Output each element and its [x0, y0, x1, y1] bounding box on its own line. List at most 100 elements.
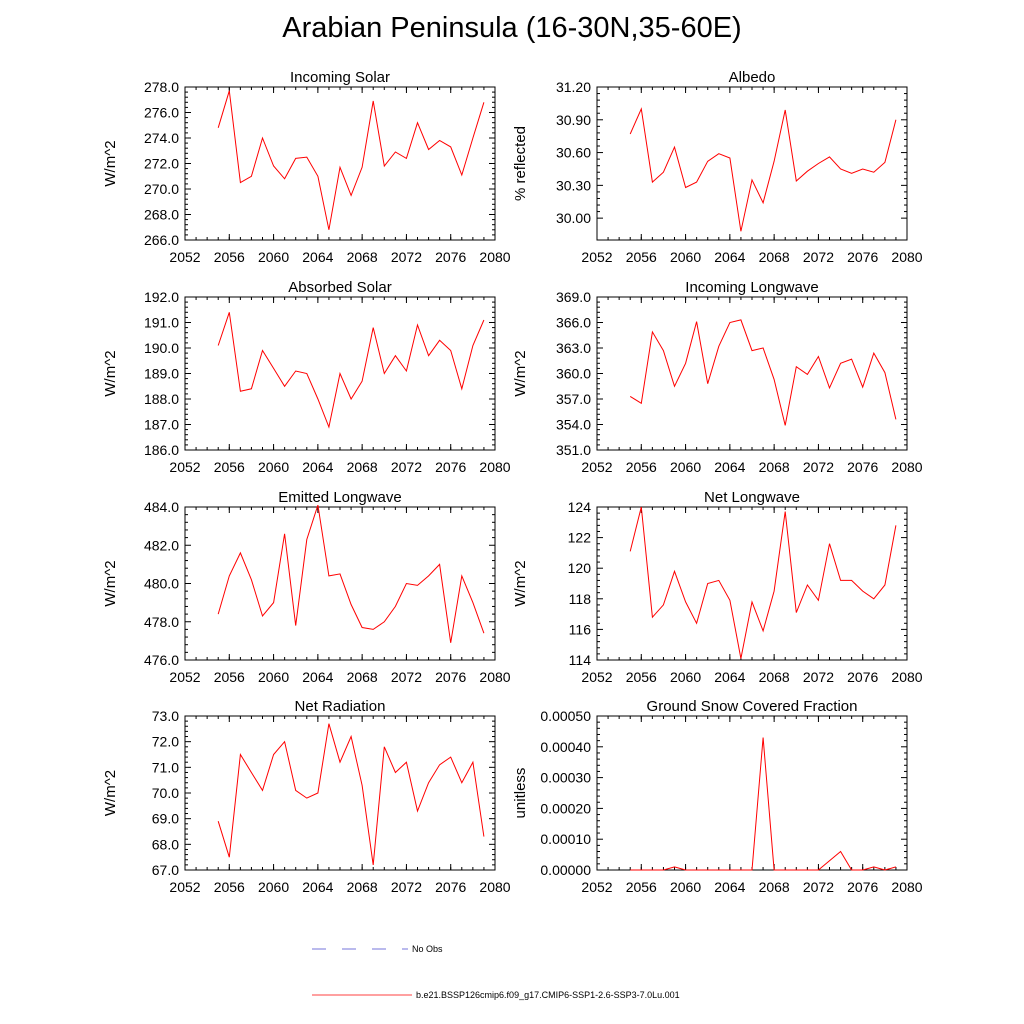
y-tick-label: 70.0 — [152, 785, 179, 801]
plot-frame — [184, 715, 496, 871]
y-axis-label: W/m^2 — [512, 560, 529, 606]
y-tick-label: 116 — [569, 621, 592, 637]
y-tick-label: 0.00050 — [540, 708, 591, 724]
panel-7: Net Radiation 2052 2056 2060 2064 2068 2072 207… — [102, 698, 511, 895]
x-tick-label: 2060 — [670, 879, 701, 895]
x-tick-label: 2076 — [847, 879, 878, 895]
panel-title: Net Longwave — [704, 489, 800, 506]
y-tick-label: 476.0 — [144, 652, 179, 668]
x-tick-label: 2068 — [759, 879, 790, 895]
x-tick-label: 2052 — [581, 669, 612, 685]
x-tick-label: 2056 — [214, 879, 245, 895]
plot-frame — [596, 86, 908, 241]
x-tick-label: 2072 — [391, 879, 422, 895]
x-tick-label: 2072 — [803, 879, 834, 895]
x-tick-label: 2072 — [391, 669, 422, 685]
y-tick-label: 120 — [568, 560, 592, 576]
x-tick-label: 2076 — [847, 459, 878, 475]
y-axis-label: unitless — [512, 768, 529, 819]
x-tick-label: 2060 — [670, 249, 701, 265]
x-tick-label: 2076 — [435, 669, 466, 685]
y-tick-label: 187.0 — [144, 417, 179, 433]
x-tick-label: 2072 — [803, 249, 834, 265]
panel-title: Ground Snow Covered Fraction — [647, 698, 858, 715]
y-tick-label: 71.0 — [152, 759, 179, 775]
x-tick-label: 2072 — [391, 249, 422, 265]
x-tick-label: 2052 — [581, 249, 612, 265]
y-tick-label: 67.0 — [152, 862, 179, 878]
x-tick-label: 2056 — [214, 249, 245, 265]
y-tick-label: 73.0 — [152, 708, 179, 724]
x-tick-label: 2052 — [581, 459, 612, 475]
y-tick-label: 192.0 — [144, 289, 179, 305]
y-tick-label: 122 — [568, 530, 592, 546]
x-tick-label: 2076 — [435, 249, 466, 265]
panel-2: Albedo 2052 2056 2060 2064 2068 2072 2076 2080 30… — [512, 69, 923, 265]
series-line — [629, 107, 897, 232]
x-tick-label: 2080 — [479, 459, 510, 475]
y-tick-label: 30.00 — [556, 210, 591, 226]
series-line — [217, 723, 485, 865]
panel-title: Net Radiation — [295, 698, 386, 715]
x-tick-label: 2068 — [759, 459, 790, 475]
x-tick-label: 2080 — [479, 669, 510, 685]
y-tick-label: 186.0 — [144, 442, 179, 458]
legend-label-model: b.e21.BSSP126cmip6.f09_g17.CMIP6-SSP1-2.… — [416, 990, 680, 1000]
y-tick-label: 274.0 — [144, 130, 179, 146]
x-tick-label: 2056 — [626, 879, 657, 895]
panel-8: Ground Snow Covered Fraction 2052 2056 2060… — [512, 698, 923, 895]
y-tick-label: 270.0 — [144, 181, 179, 197]
panel-1: Incoming Solar 2052 2056 2060 2064 2068 2072 20… — [102, 69, 511, 265]
y-tick-label: 0.00000 — [540, 862, 591, 878]
legend: No Obs b.e21.BSSP126cmip6.f09_g17.CMIP6-S… — [312, 944, 680, 1000]
y-tick-label: 276.0 — [144, 105, 179, 121]
x-tick-label: 2056 — [626, 249, 657, 265]
y-tick-label: 68.0 — [152, 836, 179, 852]
y-axis-label: W/m^2 — [102, 350, 119, 396]
x-tick-label: 2060 — [258, 459, 289, 475]
panel-6: Net Longwave 2052 2056 2060 2064 2068 2072 2076… — [512, 489, 923, 685]
x-tick-label: 2068 — [347, 879, 378, 895]
panel-title: Emitted Longwave — [278, 489, 401, 506]
x-tick-label: 2060 — [258, 879, 289, 895]
panel-3: Absorbed Solar 2052 2056 2060 2064 2068 2072 20… — [102, 279, 511, 475]
y-tick-label: 363.0 — [556, 340, 591, 356]
y-axis-label: W/m^2 — [102, 140, 119, 186]
x-tick-label: 2080 — [891, 879, 922, 895]
series-line — [217, 504, 485, 643]
y-tick-label: 0.00010 — [540, 831, 591, 847]
x-tick-label: 2064 — [302, 879, 333, 895]
series-line — [629, 319, 897, 426]
y-axis-label: W/m^2 — [102, 770, 119, 816]
y-tick-label: 191.0 — [144, 315, 179, 331]
y-tick-label: 69.0 — [152, 811, 179, 827]
y-tick-label: 0.00030 — [540, 770, 591, 786]
x-tick-label: 2072 — [391, 459, 422, 475]
y-tick-label: 0.00040 — [540, 739, 591, 755]
x-tick-label: 2056 — [626, 669, 657, 685]
y-tick-label: 72.0 — [152, 734, 179, 750]
y-tick-label: 114 — [569, 652, 592, 668]
y-tick-label: 266.0 — [144, 232, 179, 248]
x-tick-label: 2068 — [347, 459, 378, 475]
x-tick-label: 2064 — [302, 669, 333, 685]
y-tick-label: 31.20 — [556, 79, 591, 95]
y-axis-label: % reflected — [512, 126, 529, 201]
x-tick-label: 2060 — [670, 459, 701, 475]
y-tick-label: 188.0 — [144, 391, 179, 407]
series-line — [630, 737, 897, 871]
y-tick-label: 30.30 — [556, 177, 591, 193]
y-axis-label: W/m^2 — [512, 350, 529, 396]
x-tick-label: 2072 — [803, 459, 834, 475]
x-tick-label: 2060 — [258, 669, 289, 685]
y-tick-label: 357.0 — [556, 391, 591, 407]
x-tick-label: 2052 — [169, 459, 200, 475]
plot-frame — [596, 296, 908, 451]
y-tick-label: 190.0 — [144, 340, 179, 356]
x-tick-label: 2080 — [479, 249, 510, 265]
y-axis-label: W/m^2 — [102, 560, 119, 606]
y-tick-label: 369.0 — [556, 289, 591, 305]
x-tick-label: 2064 — [302, 459, 333, 475]
y-tick-label: 124 — [568, 499, 592, 515]
